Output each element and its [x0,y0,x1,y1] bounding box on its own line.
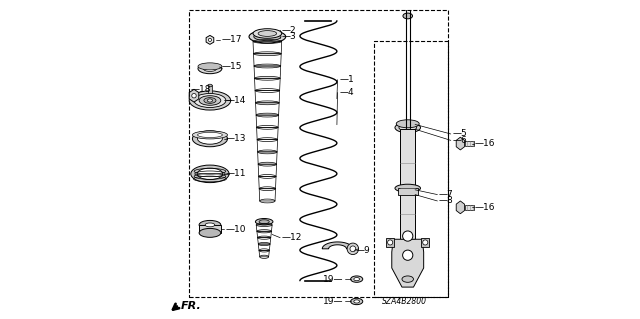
Ellipse shape [249,30,285,43]
Bar [421,238,429,247]
Text: —8: —8 [439,197,454,205]
Ellipse shape [208,84,212,87]
Text: —2: —2 [282,26,296,35]
Text: —16: —16 [474,139,495,148]
Text: SZA4B2800: SZA4B2800 [382,297,428,306]
Ellipse shape [198,133,222,144]
Ellipse shape [402,276,413,282]
Text: 19—: 19— [323,297,344,306]
Polygon shape [322,242,353,249]
Bar [387,238,394,247]
Text: —12: —12 [282,233,302,242]
Ellipse shape [197,168,223,180]
Text: —15: —15 [221,63,242,71]
Circle shape [350,246,356,252]
Text: —16: —16 [474,203,495,212]
Bar [199,225,221,233]
Ellipse shape [198,132,222,137]
Text: —7: —7 [439,190,454,199]
Ellipse shape [199,220,221,229]
Ellipse shape [351,276,363,282]
Ellipse shape [351,298,363,305]
Ellipse shape [354,278,360,281]
Bar [465,141,474,146]
Bar [189,10,447,297]
Text: —17: —17 [221,35,242,44]
Circle shape [403,231,413,241]
Ellipse shape [395,122,420,133]
Ellipse shape [199,96,221,105]
Ellipse shape [253,29,282,38]
Polygon shape [392,239,424,287]
Ellipse shape [258,31,276,36]
Text: —9: —9 [356,246,371,255]
Ellipse shape [254,33,281,41]
Circle shape [388,240,393,245]
Text: FR.: FR. [180,300,201,311]
Ellipse shape [198,63,222,74]
Ellipse shape [396,120,419,128]
Ellipse shape [354,300,360,303]
Bar [208,85,212,93]
Bar [397,188,418,195]
Text: —3: —3 [282,32,296,41]
Ellipse shape [198,63,222,70]
Circle shape [403,250,413,260]
Ellipse shape [199,228,221,237]
Ellipse shape [193,131,227,139]
Polygon shape [206,35,214,44]
Ellipse shape [399,124,417,131]
Ellipse shape [204,98,216,103]
Polygon shape [456,137,465,150]
Ellipse shape [191,165,229,182]
Circle shape [422,240,428,245]
Ellipse shape [255,219,273,225]
Polygon shape [189,89,199,102]
Circle shape [192,93,196,98]
Text: —14: —14 [226,96,246,105]
Text: —10: —10 [226,225,246,234]
Ellipse shape [395,184,420,192]
Ellipse shape [259,220,269,224]
Text: —6: —6 [452,136,467,145]
Text: 19—: 19— [323,275,344,284]
Text: —4: —4 [339,88,354,97]
Ellipse shape [205,223,215,227]
Ellipse shape [204,66,217,71]
Circle shape [209,38,212,41]
Text: —5: —5 [452,130,467,138]
Bar [465,205,474,210]
Text: —18: —18 [191,85,211,94]
Polygon shape [456,201,465,214]
Text: —1: —1 [339,75,354,84]
Bar [401,129,415,239]
Text: —11: —11 [226,169,246,178]
Ellipse shape [207,99,212,102]
Text: —13: —13 [226,134,246,143]
Bar [374,41,447,297]
Ellipse shape [194,93,226,108]
Ellipse shape [403,13,413,19]
Ellipse shape [189,91,230,110]
Circle shape [347,243,358,255]
Ellipse shape [193,131,227,147]
